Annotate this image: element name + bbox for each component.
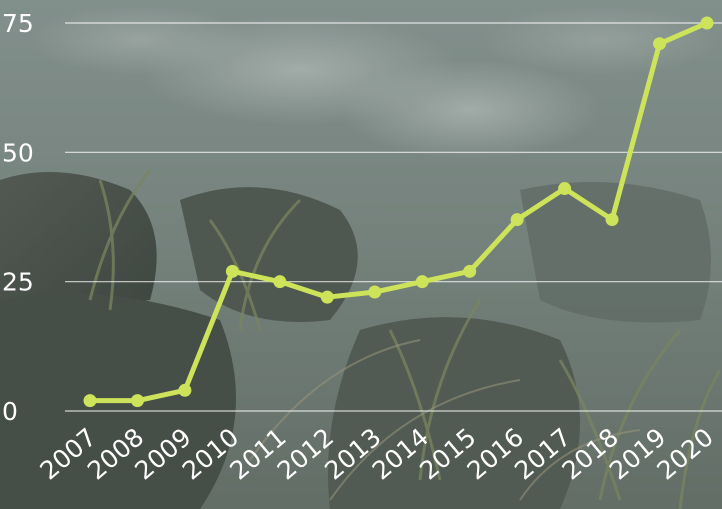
series-line	[87, 20, 710, 404]
y-tick-label: 0	[2, 397, 18, 426]
data-point	[463, 264, 477, 278]
data-point	[368, 285, 382, 299]
data-points	[83, 16, 714, 408]
data-point	[700, 16, 714, 30]
x-axis-ticks: 2007200820092010201120122013201420152016…	[34, 422, 718, 485]
data-point	[83, 394, 97, 408]
series-line-path	[87, 20, 710, 404]
data-point	[178, 383, 192, 397]
data-point	[320, 290, 334, 304]
data-point	[225, 264, 239, 278]
data-point	[605, 213, 619, 227]
data-point	[653, 37, 667, 51]
data-point	[273, 275, 287, 289]
data-point	[130, 394, 144, 408]
data-point	[558, 182, 572, 196]
y-tick-label: 75	[2, 9, 34, 38]
data-point	[415, 275, 429, 289]
x-tick-label: 2020	[651, 422, 718, 485]
gridlines	[65, 22, 722, 412]
y-axis-ticks: 0 25 50 75	[2, 9, 34, 426]
y-tick-label: 25	[2, 268, 34, 297]
y-tick-label: 50	[2, 138, 34, 167]
data-point	[510, 213, 524, 227]
